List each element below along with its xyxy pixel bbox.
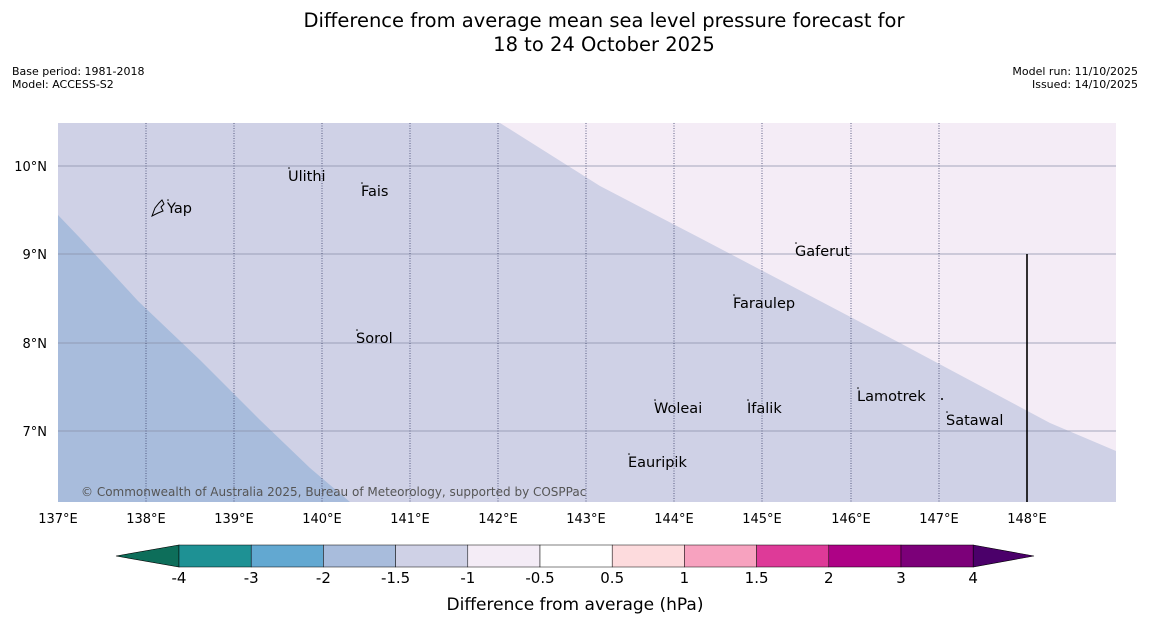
colorbar-segment <box>178 544 252 568</box>
lat-tick-labels: 10°N 9°N 8°N 7°N <box>14 160 47 440</box>
colorbar-tick-label: 3 <box>896 569 906 587</box>
place-labels: Ulithi Fais Yap Gaferut Faraulep Sorol Lamotre… <box>166 167 1003 471</box>
colorbar-tick-label: 2 <box>824 569 834 587</box>
place-marker-dot <box>654 399 656 401</box>
islet-marker-dot <box>941 398 943 400</box>
colorbar-extend-high <box>972 544 1035 568</box>
meta-right: Model run: 11/10/2025 Issued: 14/10/2025 <box>1012 65 1138 91</box>
colorbar-segment <box>395 544 469 568</box>
title-line-2: 18 to 24 October 2025 <box>493 33 715 56</box>
colorbar-tick-label: 4 <box>968 569 978 587</box>
copyright-notice: © Commonwealth of Australia 2025, Bureau… <box>81 485 586 499</box>
colorbar-segment <box>900 544 974 568</box>
place-marker-dot <box>628 453 630 455</box>
map-title: Difference from average mean sea level p… <box>0 9 1150 57</box>
colorbar-tick-label: -3 <box>244 569 259 587</box>
meta-left: Base period: 1981-2018 Model: ACCESS-S2 <box>12 65 144 91</box>
title-line-1: Difference from average mean sea level p… <box>303 9 905 32</box>
colorbar-tick-label: -1 <box>460 569 475 587</box>
colorbar-segment <box>611 544 685 568</box>
colorbar-segment <box>756 544 830 568</box>
colorbar-tick-label: 0.5 <box>600 569 624 587</box>
colorbar-extend-low <box>115 544 180 568</box>
place-marker-dot <box>733 294 735 296</box>
colorbar-tick-label: 1.5 <box>745 569 769 587</box>
place-marker-dot <box>361 182 363 184</box>
lon-gridlines <box>145 123 940 502</box>
lon-tick-label: 143°E <box>566 512 606 527</box>
lon-tick-label: 137°E <box>38 512 78 527</box>
colorbar-segment <box>323 544 396 568</box>
colorbar-tick-label: -2 <box>316 569 331 587</box>
lon-tick-label: 142°E <box>478 512 518 527</box>
place-marker-dot <box>857 387 859 389</box>
base-period: Base period: 1981-2018 <box>12 65 145 78</box>
lon-tick-label: 144°E <box>654 512 694 527</box>
model-run: Model run: 11/10/2025 <box>1012 65 1138 78</box>
place-label-gaferut: Gaferut <box>795 244 850 260</box>
field-band-minus-1-to-minus-0.5 <box>500 123 1116 451</box>
lon-tick-label: 139°E <box>214 512 254 527</box>
colorbar-segment <box>467 544 541 568</box>
lon-tick-labels: 137°E 138°E 139°E 140°E 141°E 142°E 143°E 144°E… <box>38 512 1047 527</box>
colorbar-segment <box>684 544 757 568</box>
place-label-sorol: Sorol <box>356 331 393 347</box>
pressure-anomaly-field <box>58 123 1116 502</box>
place-label-lamotrek: Lamotrek <box>857 389 926 405</box>
colorbar-tick-label: -1.5 <box>381 569 410 587</box>
lat-tick-label: 7°N <box>23 425 48 440</box>
place-label-fais: Fais <box>361 184 388 200</box>
place-label-ifalik: Ifalik <box>747 401 782 417</box>
colorbar-segment <box>828 544 902 568</box>
place-marker-dot <box>288 167 290 169</box>
lat-tick-label: 8°N <box>23 337 48 352</box>
place-label-satawal: Satawal <box>946 413 1003 429</box>
colorbar-tick-label: -4 <box>172 569 187 587</box>
place-marker-dot <box>356 329 358 331</box>
lon-tick-label: 138°E <box>126 512 166 527</box>
lon-tick-label: 148°E <box>1007 512 1047 527</box>
model-name: Model: ACCESS-S2 <box>12 78 114 91</box>
colorbar-segment <box>250 544 324 568</box>
issued-date: Issued: 14/10/2025 <box>1031 78 1138 91</box>
place-marker-dot <box>747 399 749 401</box>
colorbar-title: Difference from average (hPa) <box>447 595 704 615</box>
yap-island-outline <box>151 199 165 218</box>
lon-tick-label: 141°E <box>390 512 430 527</box>
lat-tick-label: 10°N <box>14 160 47 175</box>
lon-tick-label: 146°E <box>831 512 871 527</box>
place-label-ulithi: Ulithi <box>288 169 326 185</box>
lon-tick-label: 140°E <box>302 512 342 527</box>
colorbar: -4 -3 -2 -1.5 -1 -0.5 0.5 1 1.5 2 3 4 <box>115 544 1035 587</box>
place-label-woleai: Woleai <box>654 401 702 417</box>
colorbar-segment <box>539 544 613 568</box>
colorbar-tick-label: 1 <box>680 569 690 587</box>
colorbar-tick-label: -0.5 <box>525 569 554 587</box>
lon-tick-label: 147°E <box>919 512 959 527</box>
field-band-minus-2-to-minus-1.5 <box>58 215 350 502</box>
lon-tick-label: 145°E <box>742 512 782 527</box>
place-label-faraulep: Faraulep <box>733 296 795 312</box>
place-marker-dot <box>946 411 948 413</box>
place-label-eauripik: Eauripik <box>628 455 687 471</box>
place-label-yap: Yap <box>166 201 192 217</box>
place-marker-dot <box>795 242 797 244</box>
place-marker-dot <box>167 199 169 201</box>
lat-tick-label: 9°N <box>23 248 48 263</box>
